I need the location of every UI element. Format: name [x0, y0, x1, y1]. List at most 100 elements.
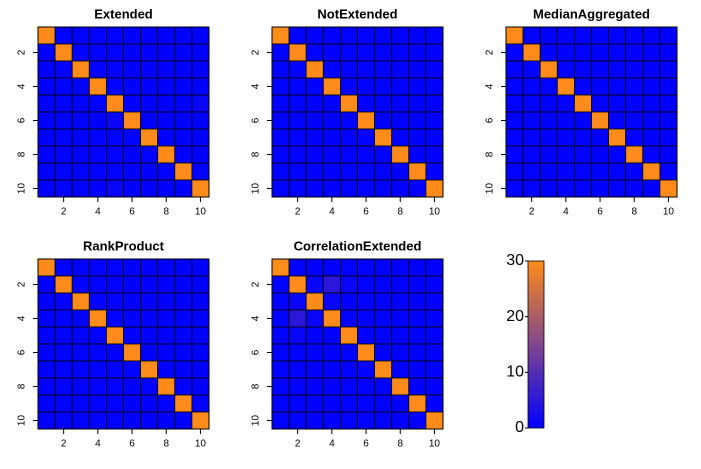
y-tick-label: 6 — [485, 117, 496, 123]
heatmap-cell — [106, 258, 124, 277]
heatmap-cell — [574, 26, 592, 45]
x-tick-label: 4 — [563, 207, 569, 218]
heatmap-cell — [608, 94, 627, 113]
heatmap-cell — [522, 60, 541, 79]
heatmap-cell — [174, 326, 193, 345]
heatmap-cell — [539, 128, 558, 147]
y-tick-label: 6 — [251, 117, 262, 123]
heatmap-cell — [556, 60, 575, 79]
heatmap-cell — [288, 94, 307, 113]
heatmap-cell — [37, 360, 56, 379]
heatmap-cell — [174, 77, 193, 96]
heatmap-cell — [191, 360, 210, 379]
heatmap-cell — [37, 77, 56, 96]
heatmap-cell — [157, 309, 176, 328]
heatmap-cell — [391, 43, 410, 62]
heatmap-cell — [174, 258, 193, 277]
heatmap-cell — [71, 360, 90, 379]
heatmap-cell — [174, 26, 193, 45]
y-tick-label: 6 — [17, 349, 28, 355]
heatmap-cell — [659, 111, 678, 130]
heatmap-cell — [271, 292, 290, 311]
y-tick-label: 4 — [251, 315, 262, 321]
heatmap-cell — [140, 111, 159, 130]
heatmap-cell — [88, 128, 107, 147]
heatmap-cell — [271, 309, 290, 328]
heatmap-cell — [191, 145, 210, 164]
y-tick-label: 2 — [17, 49, 28, 55]
heatmap-cell — [123, 394, 142, 413]
panel-title: NotExtended — [317, 6, 397, 21]
heatmap-cell — [106, 394, 124, 413]
heatmap-cell — [391, 258, 410, 277]
heatmap-cell — [374, 411, 393, 430]
heatmap-cell — [408, 128, 427, 147]
heatmap-cell — [88, 309, 107, 328]
x-tick-label: 8 — [163, 207, 169, 218]
heatmap-cell — [339, 360, 358, 379]
heatmap-cell — [157, 360, 176, 379]
heatmap-cell — [174, 292, 193, 311]
heatmap-cell — [408, 111, 427, 130]
heatmap-cell — [71, 60, 90, 79]
heatmap-cell — [574, 111, 592, 130]
heatmap-cell — [71, 394, 90, 413]
heatmap-cell — [54, 43, 73, 62]
heatmap-cell — [642, 77, 661, 96]
heatmap-cell — [322, 26, 341, 45]
heatmap-cell — [271, 377, 290, 396]
heatmap-cell — [288, 309, 307, 328]
heatmap-cell — [642, 145, 661, 164]
heatmap-cell — [191, 275, 210, 294]
heatmap-cell — [574, 162, 592, 181]
heatmap-cell — [54, 111, 73, 130]
heatmap-cell — [322, 343, 341, 362]
heatmap-cell — [322, 77, 341, 96]
heatmap-cell — [408, 360, 427, 379]
heatmap-cell — [625, 94, 644, 113]
heatmap-cell — [37, 258, 56, 277]
heatmap-cell — [374, 394, 393, 413]
heatmap-cell — [522, 145, 541, 164]
heatmap-cell — [374, 179, 393, 198]
heatmap-cell — [174, 111, 193, 130]
heatmap-cell — [140, 26, 159, 45]
heatmap-cell — [140, 275, 159, 294]
heatmap-cell — [88, 94, 107, 113]
heatmap-cell — [357, 326, 376, 345]
heatmap-cell — [556, 26, 575, 45]
plot-frame — [37, 26, 210, 198]
heatmap-cell — [425, 411, 444, 430]
heatmap-cell — [539, 43, 558, 62]
heatmap-cell — [71, 343, 90, 362]
x-tick-label: 8 — [397, 207, 403, 218]
heatmap-cell — [625, 111, 644, 130]
heatmap-cell — [54, 394, 73, 413]
heatmap-cell — [305, 326, 324, 345]
heatmap-cell — [174, 162, 193, 181]
heatmap-cell — [357, 145, 376, 164]
heatmap-cell — [425, 326, 444, 345]
heatmap-cell — [123, 275, 142, 294]
x-tick-label: 8 — [163, 439, 169, 450]
heatmap-cell — [157, 162, 176, 181]
heatmap-cell — [391, 309, 410, 328]
heatmap-cell — [305, 128, 324, 147]
heatmap-cell — [88, 292, 107, 311]
heatmap-cell — [339, 258, 358, 277]
heatmap-cell — [505, 94, 524, 113]
heatmap-cell — [425, 94, 444, 113]
heatmap-cell — [305, 111, 324, 130]
heatmap-cell — [106, 162, 124, 181]
heatmap-cell — [140, 128, 159, 147]
plot-frame — [37, 258, 210, 430]
heatmap-cell — [54, 292, 73, 311]
heatmap-cell — [339, 77, 358, 96]
panel-title: RankProduct — [83, 238, 165, 253]
heatmap-cell — [574, 60, 592, 79]
heatmap-cell — [357, 26, 376, 45]
heatmap-cell — [174, 343, 193, 362]
heatmap-cell — [123, 26, 142, 45]
heatmap-cell — [106, 377, 124, 396]
heatmap-cell — [157, 145, 176, 164]
